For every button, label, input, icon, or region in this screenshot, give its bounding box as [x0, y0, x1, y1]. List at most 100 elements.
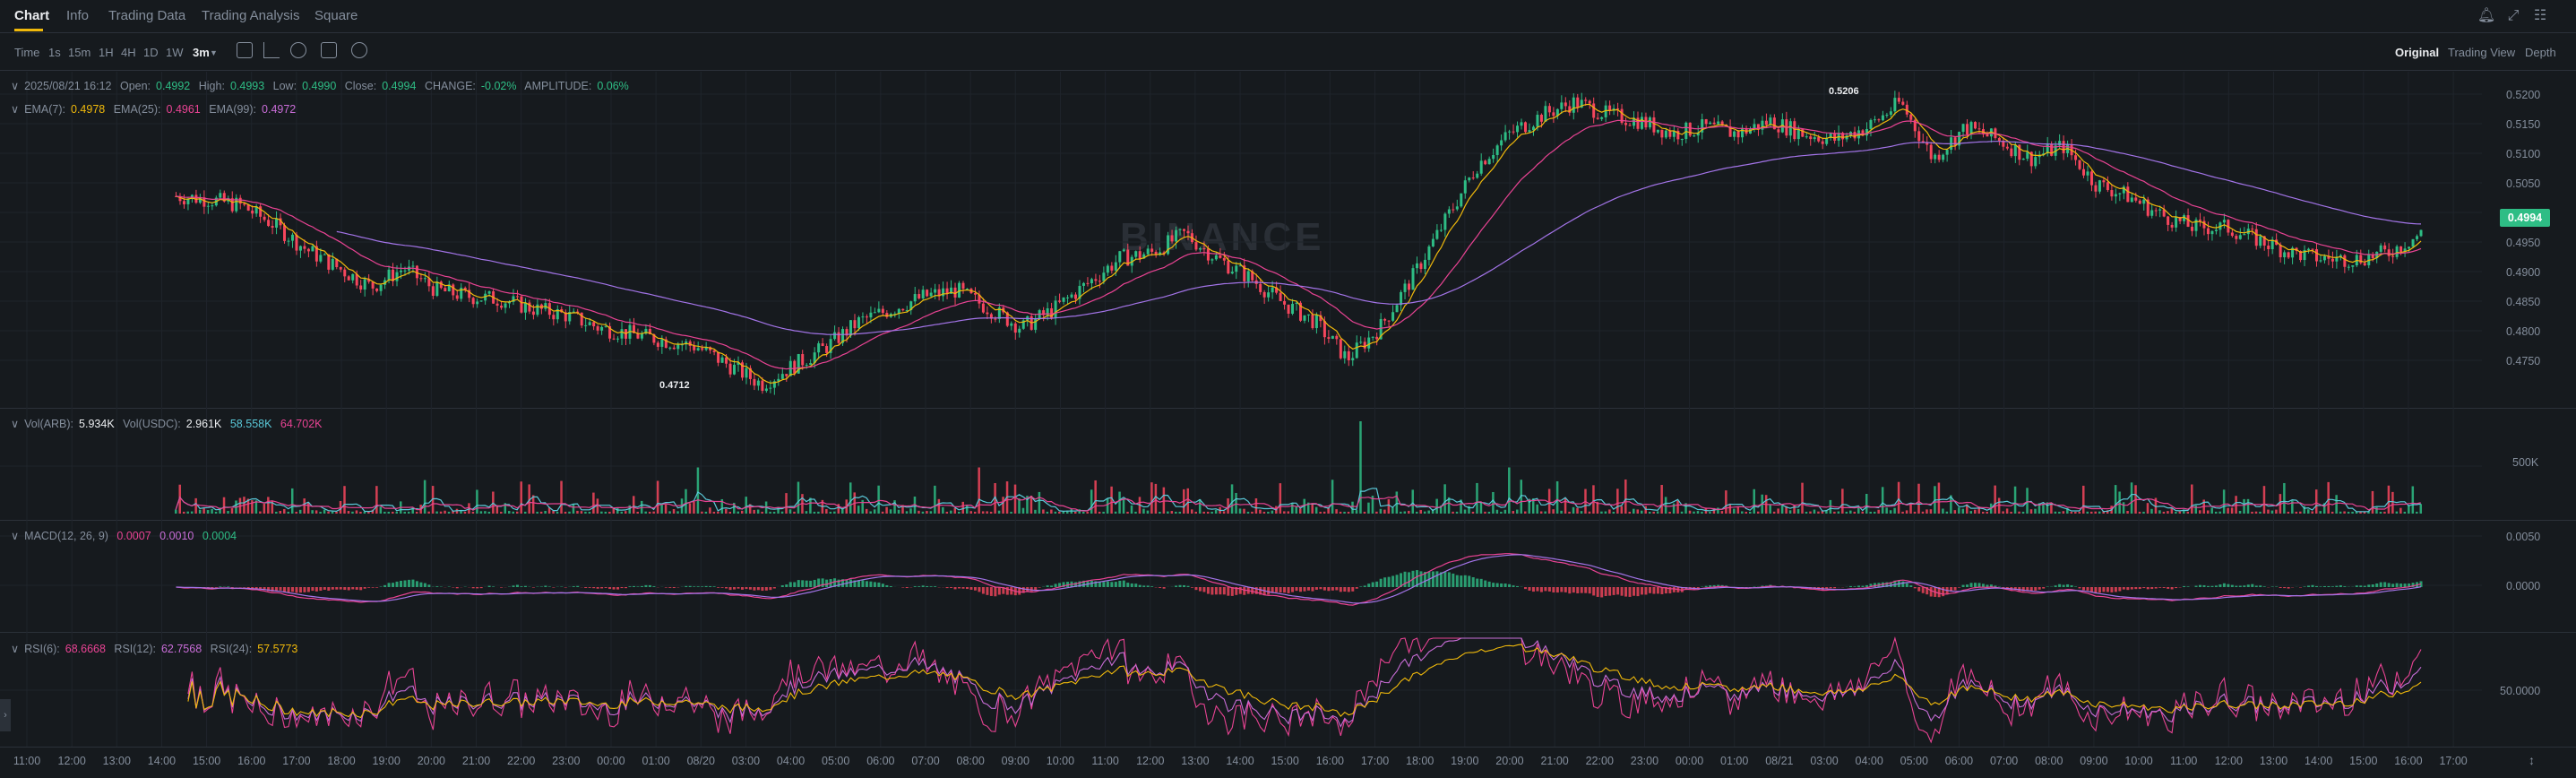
chart-type-icon[interactable] — [237, 42, 253, 58]
collapse-caret-icon[interactable]: ∨ — [11, 103, 20, 116]
volume-bar — [2150, 508, 2153, 514]
macd-hist-bar — [2251, 584, 2254, 587]
settings-icon[interactable] — [321, 42, 337, 58]
candle-body — [1460, 193, 1463, 207]
candle-body — [1081, 282, 1085, 286]
candle-body — [1764, 120, 1768, 125]
drawing-tools-icon[interactable] — [351, 42, 367, 58]
timeframe-1w[interactable]: 1W — [166, 46, 184, 59]
tab-trading-analysis[interactable]: Trading Analysis — [202, 8, 300, 23]
candle-body — [1503, 132, 1507, 141]
timeframe-1d[interactable]: 1D — [143, 46, 159, 59]
volume-bar — [1921, 511, 1925, 514]
candle-body — [1696, 132, 1700, 136]
scale-toggle-icon[interactable]: ↕ — [2529, 753, 2535, 767]
candlestick-series — [175, 91, 2423, 395]
volume-bar — [303, 498, 306, 514]
timeframe-15m[interactable]: 15m — [68, 46, 91, 59]
macd-hist-bar — [1106, 581, 1109, 587]
macd-hist-bar — [1306, 587, 1310, 591]
candle-body — [2018, 144, 2021, 160]
macd-hist-bar — [564, 587, 567, 588]
tab-trading-data[interactable]: Trading Data — [108, 8, 186, 23]
pane-divider[interactable] — [0, 632, 2576, 633]
timeframe-3m[interactable]: 3m — [193, 46, 210, 59]
vol-ma2-value: 64.702K — [280, 418, 323, 430]
candle-body — [612, 338, 616, 340]
macd-hist-bar — [1974, 583, 1977, 587]
chevron-down-icon[interactable]: ▼ — [210, 48, 218, 57]
expand-icon[interactable]: ⤢ — [2507, 8, 2520, 23]
candle-body — [1046, 307, 1049, 316]
collapse-caret-icon[interactable]: ∨ — [11, 418, 20, 430]
time-tick: 08/21 — [1765, 755, 1794, 767]
volume-bar — [2010, 511, 2012, 514]
candle-body — [1893, 98, 1897, 112]
volume-bar — [2058, 511, 2061, 514]
candle-body — [298, 246, 302, 251]
candle-body — [1897, 98, 1900, 102]
tab-square[interactable]: Square — [314, 8, 358, 23]
candle-body — [1544, 106, 1547, 122]
tab-chart[interactable]: Chart — [14, 8, 50, 23]
macd-hist-bar — [1162, 587, 1166, 589]
pane-divider[interactable] — [0, 408, 2576, 409]
view-depth[interactable]: Depth — [2525, 46, 2556, 59]
macd-hist-bar — [395, 581, 399, 587]
high-label: High: — [198, 80, 225, 92]
macd-hist-bar — [805, 580, 808, 587]
sidebar-expand-icon[interactable]: › — [0, 699, 11, 731]
timeframe-time[interactable]: Time — [14, 46, 40, 59]
candle-body — [531, 311, 535, 316]
macd-hist-bar — [1279, 587, 1282, 593]
indicator-icon[interactable] — [263, 42, 280, 58]
candle-body — [2267, 245, 2270, 249]
macd-hist-bar — [2246, 584, 2250, 587]
timeframe-1s[interactable]: 1s — [48, 46, 61, 59]
macd-hist-bar — [1536, 587, 1539, 592]
candle-body — [748, 367, 752, 379]
macd-hist-bar — [2199, 584, 2201, 587]
candle-body — [528, 302, 531, 312]
volume-bar — [2146, 503, 2150, 514]
volume-bar — [351, 511, 354, 514]
timeframe-4h[interactable]: 4H — [121, 46, 136, 59]
candle-body — [2010, 148, 2013, 157]
view-trading-view[interactable]: Trading View — [2448, 46, 2516, 59]
volume-bar — [2154, 497, 2158, 514]
candle-body — [608, 325, 612, 339]
macd-hist-bar — [1572, 587, 1575, 593]
bell-icon[interactable]: 🔔︎ — [2477, 8, 2496, 23]
view-original[interactable]: Original — [2395, 46, 2440, 59]
volume-bar — [2002, 511, 2004, 514]
time-tick: 01:00 — [1720, 755, 1749, 767]
candle-body — [1604, 105, 1607, 117]
volume-bar — [194, 497, 197, 514]
collapse-caret-icon[interactable]: ∨ — [11, 80, 20, 92]
candle-body — [251, 210, 254, 214]
macd-hist-bar — [873, 582, 876, 587]
volume-bar — [2319, 511, 2322, 514]
candle-body — [235, 197, 238, 212]
volume-bar — [471, 511, 475, 514]
volume-bar — [2142, 511, 2145, 514]
volume-bar — [1841, 488, 1844, 514]
tab-info[interactable]: Info — [66, 8, 90, 23]
macd-hist-bar — [616, 587, 620, 590]
macd-hist-bar — [1576, 587, 1580, 594]
time-tick: 14:00 — [2305, 755, 2333, 767]
volume-bar — [2082, 485, 2085, 514]
collapse-caret-icon[interactable]: ∨ — [11, 530, 20, 542]
timeframe-1h[interactable]: 1H — [99, 46, 114, 59]
candle-body — [913, 294, 917, 302]
macd-hist-bar — [1355, 587, 1358, 589]
compare-icon[interactable] — [290, 42, 306, 58]
collapse-caret-icon[interactable]: ∨ — [11, 643, 20, 655]
candle-body — [1427, 246, 1431, 260]
time-tick: 13:00 — [1181, 755, 1210, 767]
pane-divider[interactable] — [0, 520, 2576, 521]
macd-hist-bar — [2062, 584, 2065, 587]
layout-grid-icon[interactable]: ☷ — [2533, 8, 2547, 23]
macd-hist-bar — [728, 587, 732, 591]
